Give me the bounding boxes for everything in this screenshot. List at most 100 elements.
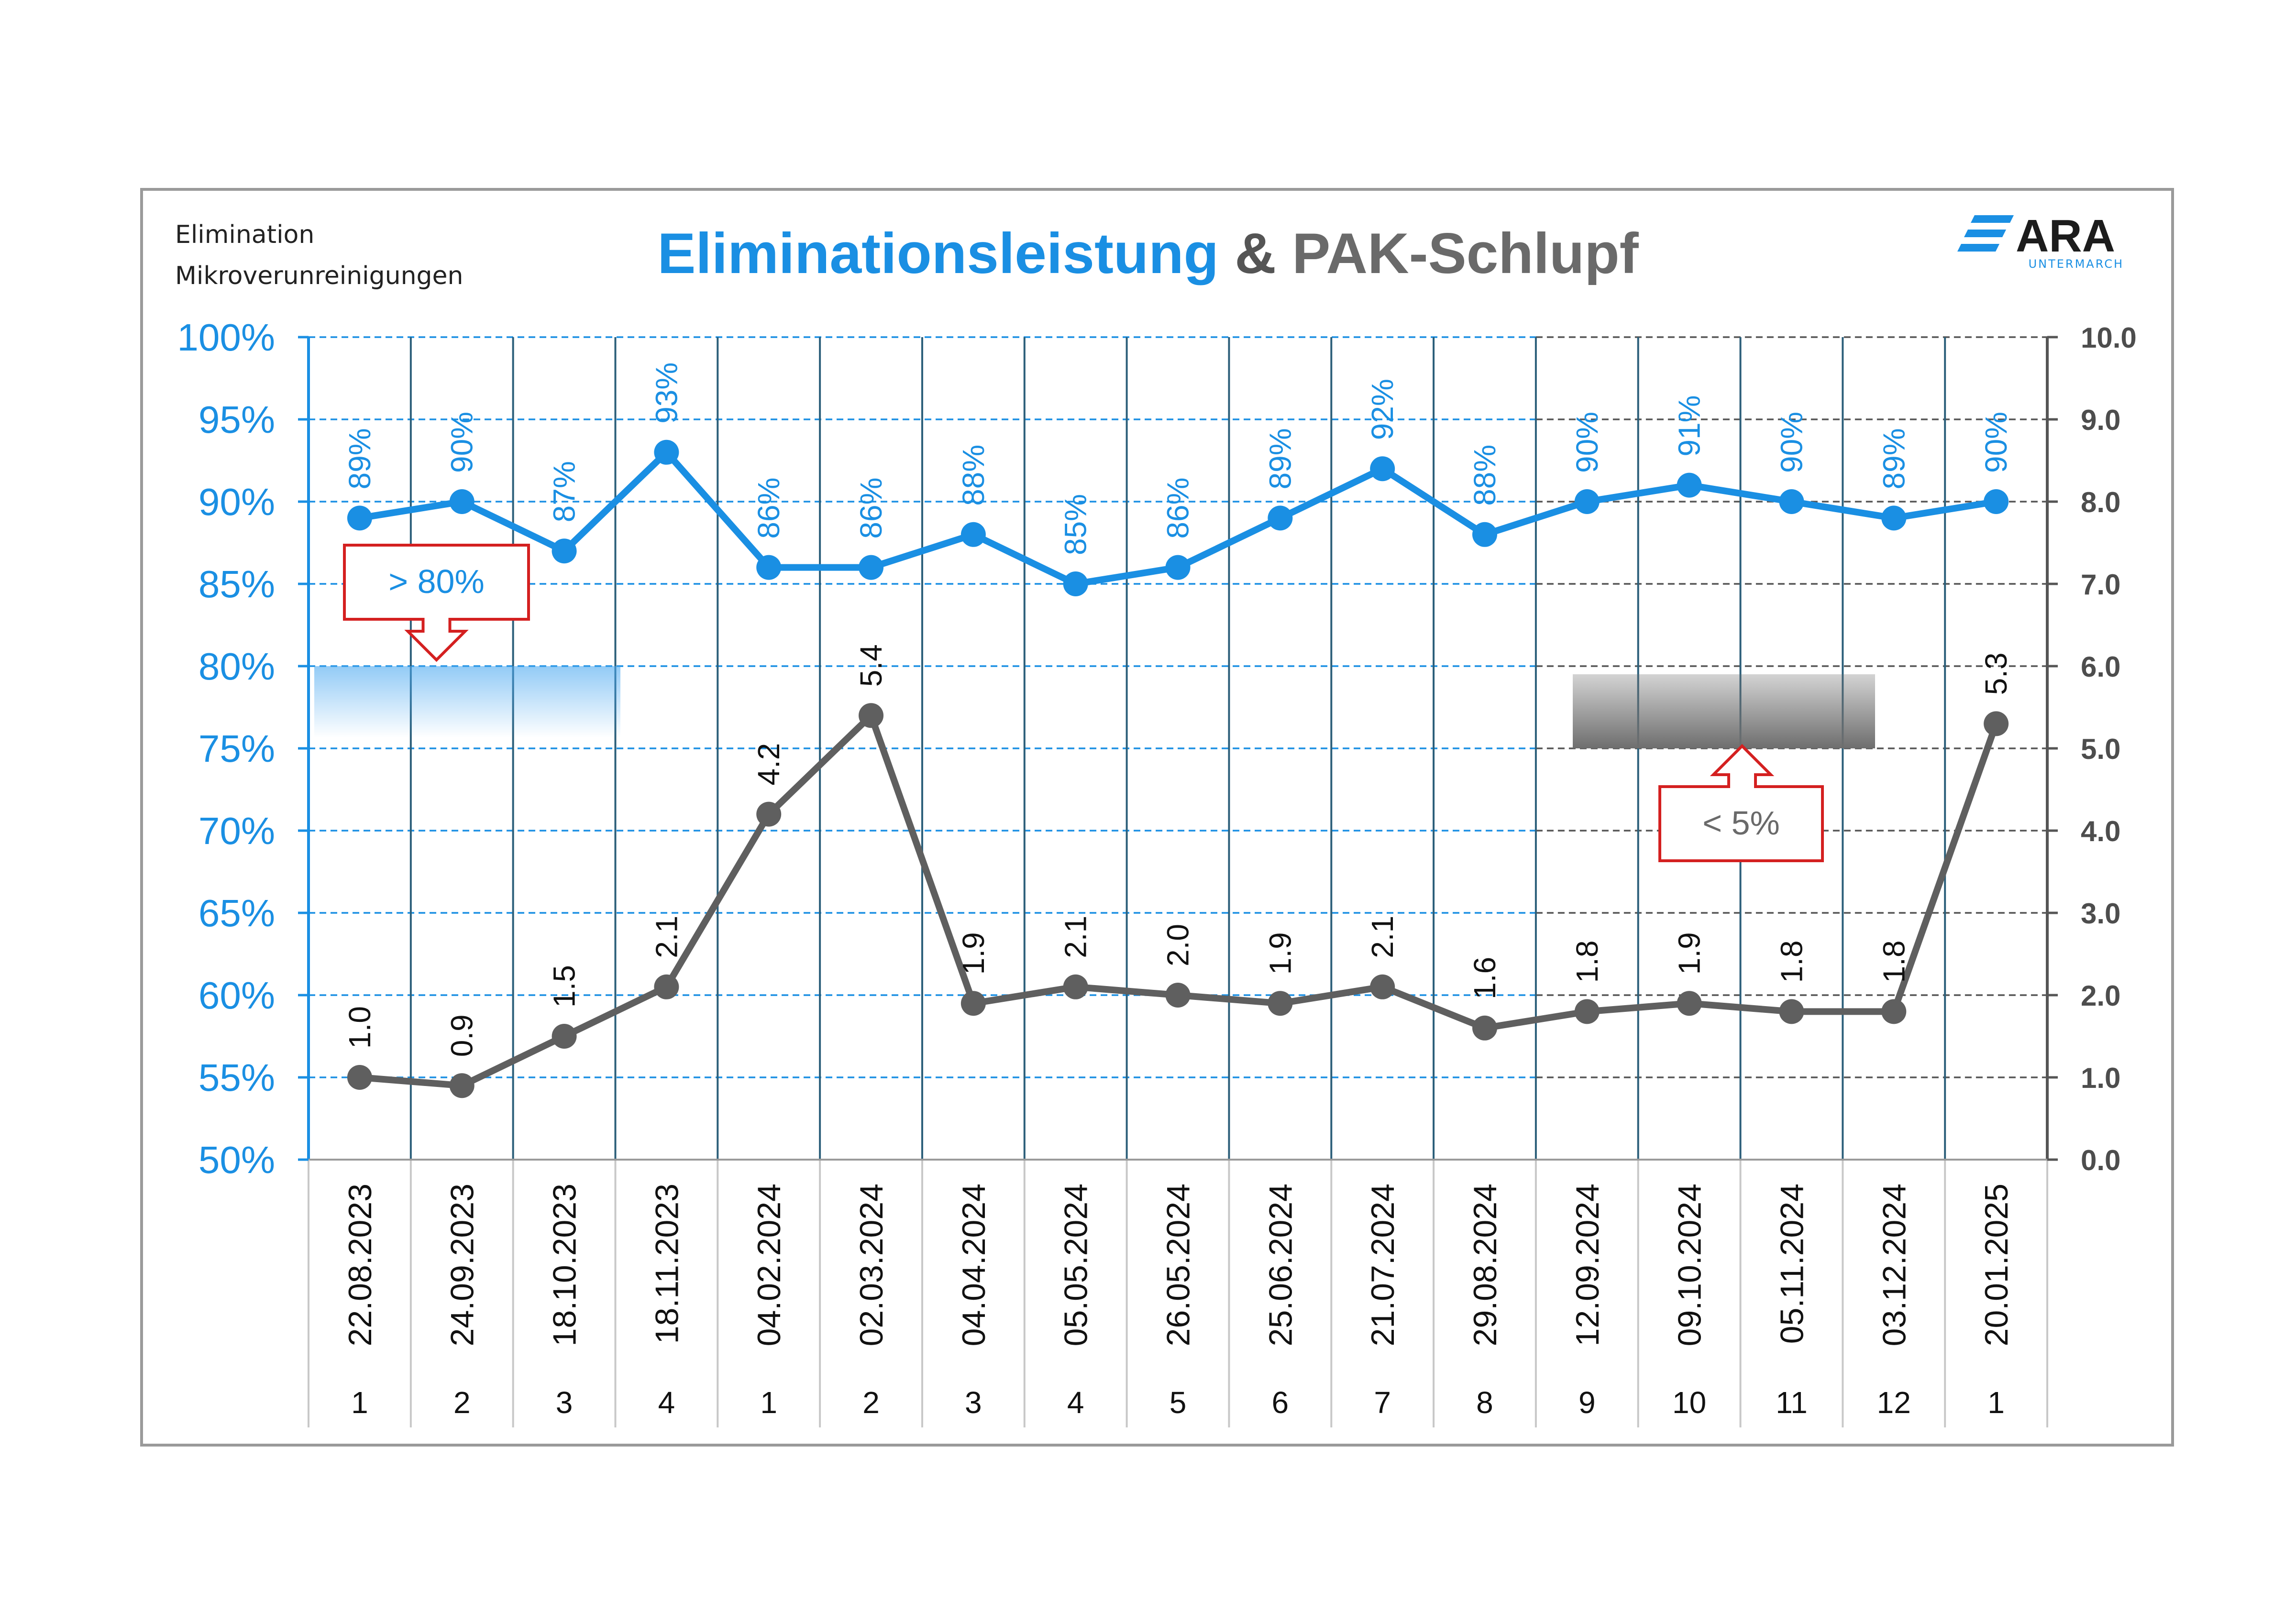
sequence-label: 4	[658, 1385, 675, 1420]
elimination-data-label: 89%	[342, 428, 377, 489]
elimination-data-label: 86%	[854, 478, 888, 539]
y-tick-label-right: 4.0	[2081, 815, 2120, 847]
elimination-data-label: 88%	[1468, 445, 1502, 506]
schlupf-data-label: 1.9	[1263, 932, 1297, 975]
elimination-point	[1165, 555, 1191, 580]
y-tick-label-left: 70%	[199, 810, 275, 852]
logo-stripe-2	[1964, 230, 2006, 237]
y-tick-label-right: 1.0	[2081, 1062, 2120, 1094]
elimination-data-label: 90%	[445, 412, 479, 473]
x-tick-label: 29.08.2024	[1467, 1184, 1503, 1346]
schlupf-data-label: 1.5	[547, 965, 582, 1008]
sequence-label: 1	[1987, 1385, 2005, 1420]
schlupf-data-label: 0.9	[445, 1014, 479, 1057]
x-tick-label: 03.12.2024	[1876, 1184, 1912, 1346]
schlupf-data-label: 1.8	[1877, 940, 1911, 983]
logo-tagline: UNTERMARCH	[2029, 257, 2124, 271]
axis-layer: 50% 0.0 55% 1.0 60% 2.0 65% 3.0 70% 4.0 75% 5.0 80% 6…	[177, 316, 2137, 1427]
chart-subtitle: Elimination Mikroverunreinigungen	[175, 214, 464, 296]
title-ampersand: &	[1235, 221, 1276, 285]
y-tick-label-left: 85%	[199, 563, 275, 605]
elimination-data-label: 87%	[547, 461, 582, 522]
schlupf-point	[347, 1065, 372, 1090]
sequence-label: 3	[965, 1385, 982, 1420]
sequence-label: 6	[1272, 1385, 1289, 1420]
elimination-point	[859, 555, 884, 580]
y-tick-label-right: 7.0	[2081, 569, 2120, 601]
x-tick-label: 22.08.2023	[342, 1184, 378, 1346]
schlupf-point	[1370, 974, 1395, 999]
schlupf-data-label: 1.6	[1468, 957, 1502, 999]
threshold-band-elimination	[314, 666, 620, 738]
schlupf-data-label: 2.1	[649, 916, 684, 958]
schlupf-point	[1472, 1015, 1497, 1041]
x-tick-label: 20.01.2025	[1978, 1184, 2015, 1346]
subtitle-line-2: Mikroverunreinigungen	[175, 262, 464, 290]
x-tick-label: 02.03.2024	[853, 1184, 890, 1346]
schlupf-data-label: 2.0	[1161, 924, 1195, 966]
sequence-label: 2	[862, 1385, 880, 1420]
elimination-data-label: 90%	[1570, 412, 1604, 473]
elimination-point	[1984, 489, 2009, 514]
elimination-point	[960, 522, 986, 547]
elimination-point	[1472, 522, 1497, 547]
sequence-label: 1	[351, 1385, 368, 1420]
schlupf-point	[1268, 991, 1293, 1016]
sequence-label: 12	[1877, 1385, 1911, 1420]
y-tick-label-left: 75%	[199, 727, 275, 770]
elimination-data-label: 89%	[1263, 428, 1297, 489]
logo-stripe-1	[1971, 215, 2014, 223]
elimination-data-label: 93%	[649, 362, 684, 424]
sequence-label: 4	[1067, 1385, 1084, 1420]
y-tick-label-left: 60%	[199, 974, 275, 1017]
sequence-label: 8	[1476, 1385, 1493, 1420]
sequence-label: 1	[760, 1385, 777, 1420]
y-tick-label-left: 100%	[177, 316, 275, 359]
schlupf-point	[1165, 983, 1191, 1008]
logo-stripe-3	[1957, 244, 1999, 252]
schlupf-data-label: 1.8	[1774, 940, 1809, 983]
sequence-label: 2	[453, 1385, 471, 1420]
y-tick-label-right: 0.0	[2081, 1144, 2120, 1176]
y-tick-label-left: 55%	[199, 1056, 275, 1099]
y-tick-label-right: 5.0	[2081, 733, 2120, 765]
elimination-data-label: 90%	[1774, 412, 1809, 473]
elimination-point	[552, 538, 577, 564]
elimination-point	[347, 505, 372, 531]
x-tick-label: 21.07.2024	[1365, 1184, 1401, 1346]
x-tick-label: 04.04.2024	[956, 1184, 992, 1346]
elimination-point	[1677, 472, 1702, 498]
callout-elimination-target	[343, 544, 530, 662]
y-tick-label-right: 9.0	[2081, 404, 2120, 436]
chart-title: Eliminationsleistung & PAK-Schlupf	[0, 215, 2296, 292]
schlupf-point	[1984, 711, 2009, 736]
schlupf-point	[756, 801, 782, 827]
elimination-point	[756, 555, 782, 580]
chart-frame	[140, 188, 2174, 1447]
schlupf-point	[1677, 991, 1702, 1016]
schlupf-point	[1779, 999, 1804, 1024]
y-tick-label-left: 95%	[199, 398, 275, 441]
callout-schlupf-target	[1658, 744, 1824, 862]
schlupf-point	[859, 703, 884, 728]
x-tick-label: 12.09.2024	[1569, 1184, 1606, 1346]
logo-name: ARA	[2016, 210, 2115, 262]
schlupf-data-label: 1.8	[1570, 940, 1604, 983]
sequence-label: 7	[1374, 1385, 1391, 1420]
x-tick-label: 04.02.2024	[751, 1184, 787, 1346]
schlupf-data-label: 2.1	[1365, 916, 1400, 958]
sequence-label: 9	[1578, 1385, 1596, 1420]
elimination-point	[1779, 489, 1804, 514]
elimination-point	[1268, 505, 1293, 531]
title-elimination: Eliminationsleistung	[657, 221, 1219, 285]
elimination-data-label: 86%	[1161, 478, 1195, 539]
x-tick-label: 26.05.2024	[1160, 1184, 1197, 1346]
x-tick-label: 18.10.2023	[547, 1184, 583, 1346]
schlupf-point	[1574, 999, 1600, 1024]
schlupf-data-label: 1.9	[956, 932, 991, 975]
x-tick-label: 05.05.2024	[1058, 1184, 1094, 1346]
elimination-data-label: 92%	[1365, 379, 1400, 440]
elimination-point	[1063, 571, 1088, 596]
y-tick-label-right: 2.0	[2081, 980, 2120, 1012]
